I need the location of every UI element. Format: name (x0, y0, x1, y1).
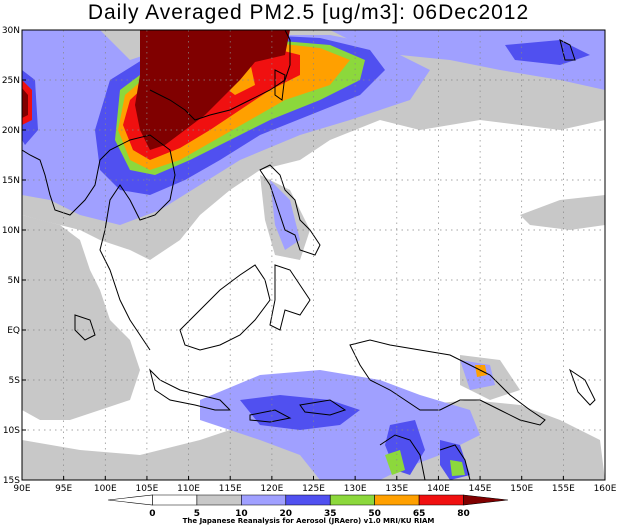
lon-label: 120E (260, 484, 283, 494)
colorbar-label: 50 (368, 509, 381, 519)
colorbar-swatch (374, 494, 420, 506)
map-title: Daily Averaged PM2.5 [ug/m3]: 06Dec2012 (87, 1, 530, 24)
colorbar-swatch (152, 494, 198, 506)
colorbar: 0 5 10 20 35 50 65 80 (107, 494, 509, 519)
colorbar-swatch (329, 494, 375, 506)
lon-label: 155E (552, 484, 575, 494)
lon-label: 150E (510, 484, 533, 494)
colorbar-label: 80 (457, 509, 470, 519)
longitude-labels: 90E 95E 100E 105E 110E 115E 120E 125E 130E 135E 14… (13, 476, 617, 494)
colorbar-label: 0 (149, 509, 155, 519)
colorbar-label: 10 (235, 509, 248, 519)
data-credit: The Japanese Reanalysis for Aerosol (JRA… (182, 517, 435, 525)
lat-label: 10S (3, 426, 20, 436)
coastlines (22, 30, 596, 480)
lon-label: 145E (469, 484, 492, 494)
lon-label: 95E (55, 484, 72, 494)
lon-label: 160E (594, 484, 617, 494)
lon-label: 105E (135, 484, 158, 494)
colorbar-swatch (196, 494, 242, 506)
lon-label: 130E (344, 484, 367, 494)
graticule (22, 30, 605, 480)
lat-label: 5S (9, 376, 21, 386)
lon-label: 110E (177, 484, 200, 494)
lat-label: EQ (7, 326, 20, 336)
colorbar-label: 5 (194, 509, 200, 519)
lat-label: 5N (8, 276, 20, 286)
pm25-field (22, 30, 605, 480)
lat-label: 15N (2, 176, 20, 186)
colorbar-swatch (285, 494, 331, 506)
latitude-labels: 30N 25N 20N 15N 10N 5N EQ 5S 10S 15S (2, 26, 26, 486)
lat-label: 10N (2, 226, 20, 236)
colorbar-label: 65 (413, 509, 426, 519)
lat-label: 25N (2, 76, 20, 86)
colorbar-swatch (463, 494, 509, 506)
lon-label: 90E (13, 484, 30, 494)
lon-label: 115E (219, 484, 242, 494)
colorbar-label: 20 (280, 509, 293, 519)
lon-label: 135E (385, 484, 408, 494)
colorbar-label: 35 (324, 509, 337, 519)
lon-label: 100E (94, 484, 117, 494)
lon-label: 125E (302, 484, 325, 494)
colorbar-swatch (107, 494, 153, 506)
lon-label: 140E (427, 484, 450, 494)
colorbar-swatch (241, 494, 287, 506)
colorbar-swatch (418, 494, 464, 506)
lat-label: 30N (2, 26, 20, 36)
lat-label: 15S (3, 476, 20, 486)
lat-label: 20N (2, 126, 20, 136)
